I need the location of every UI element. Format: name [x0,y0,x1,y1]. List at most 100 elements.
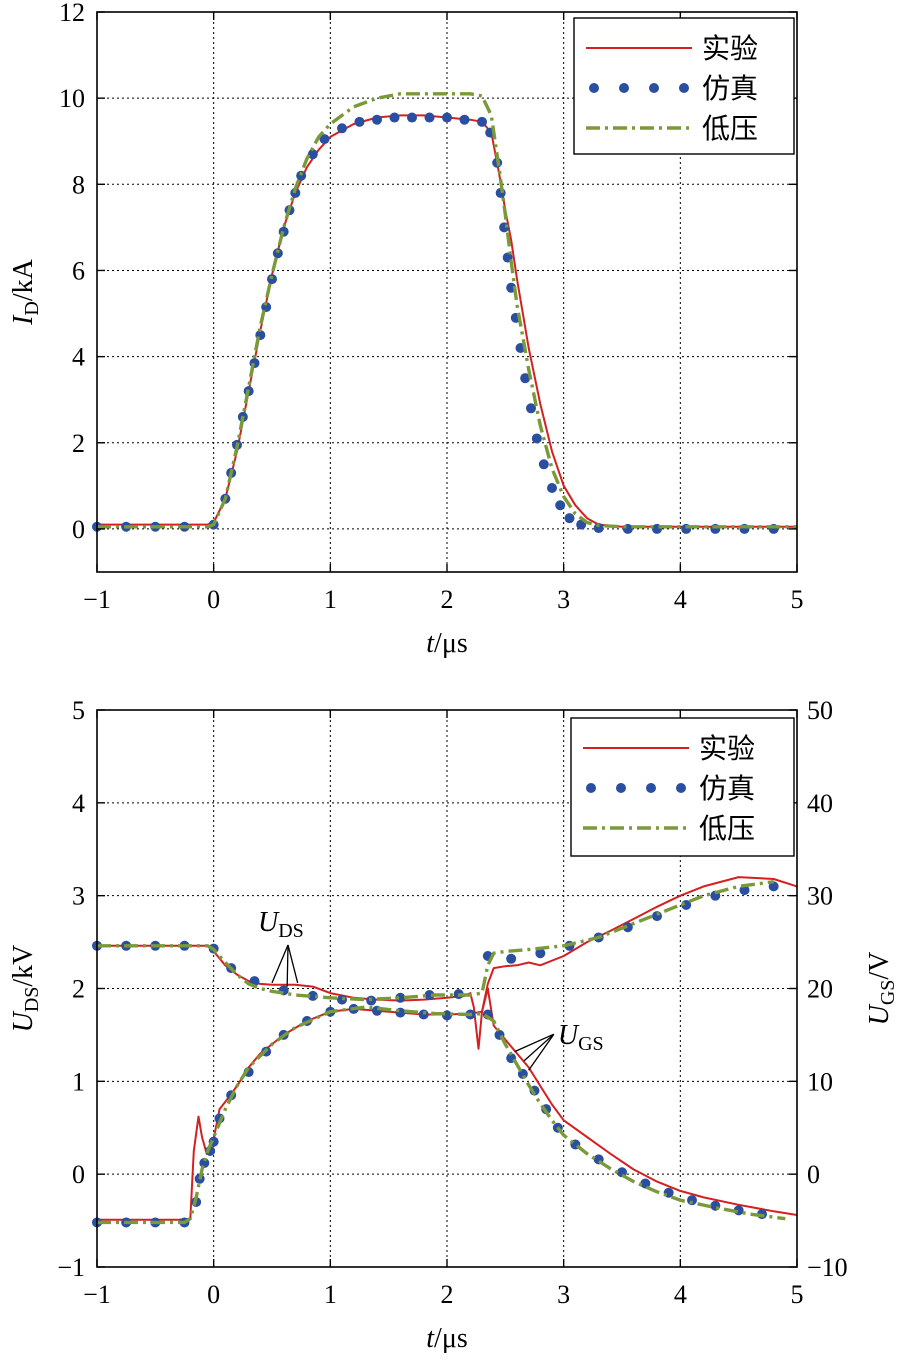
data-point [555,500,566,511]
data-point [307,149,318,160]
data-point [307,990,318,1001]
y-tick-label: −1 [57,1253,85,1282]
data-point [593,523,604,534]
annotation: UGS [514,1020,604,1071]
data-point [768,881,779,892]
series-0-line [97,876,798,1050]
x-tick-label: 0 [207,585,220,614]
x-axis-label: t/μs [426,628,467,659]
data-point [459,114,470,125]
x-tick-label: 1 [324,585,337,614]
data-point [296,170,307,181]
data-point [531,433,542,444]
y-tick-label: 0 [72,1160,85,1189]
y-axis-label-unit: /kA [8,258,39,301]
y-tick-label: 1 [72,1067,85,1096]
y2-axis-label: UGS/V [864,952,899,1026]
x-tick-label: 5 [791,585,804,614]
y2-tick-label: −10 [807,1253,848,1282]
legend-label: 实验 [699,732,755,765]
annotation-label: UDS [258,907,304,942]
annotation: UDS [258,907,304,987]
data-point [424,112,435,123]
data-point [538,459,549,470]
annotation-label: UGS [558,1020,604,1055]
y-tick-label: 2 [72,429,85,458]
series-5-line [97,1005,786,1225]
y-axis-label: UDS/kV [8,945,43,1033]
y2-tick-label: 10 [807,1067,833,1096]
annotation-var: U [558,1020,580,1051]
data-point [687,1195,697,1206]
data-point [442,112,452,123]
y-tick-label: 10 [59,84,85,113]
data-point [354,116,365,127]
series-group [92,876,798,1228]
y-tick-label: 5 [72,696,85,725]
y2-tick-label: 20 [807,975,833,1004]
data-point [337,994,347,1005]
legend-marker [616,783,626,793]
x-tick-label: −1 [83,585,111,614]
legend-marker [586,783,596,793]
annotation-arrow [514,1033,555,1053]
voltage-chart: −1 0 1 2 3 4 5−1012345−1001020304050t/μsUDS/kV… [8,696,899,1354]
legend-marker [646,783,656,793]
data-point [424,989,435,1000]
x-tick-label: −1 [83,1280,111,1309]
y-axis-label-var: I [8,314,39,326]
x-axis-label-unit: /μs [434,1323,468,1354]
y-tick-label: 6 [72,256,85,285]
data-point [622,922,633,933]
legend-marker [649,83,659,93]
y-tick-label: 12 [59,0,85,27]
data-point [395,992,406,1003]
legend-label: 仿真 [702,72,758,105]
data-point [547,483,557,493]
y-tick-label: 4 [72,789,85,818]
grid [97,12,797,572]
data-point [526,403,536,414]
x-tick-label: 2 [441,585,454,614]
y-axis-label-sub: D [21,301,43,315]
legend-marker [589,83,599,93]
y-axis-label-sub: DS [21,987,43,1013]
legend-label: 实验 [702,32,758,65]
y2-tick-label: 0 [807,1160,820,1189]
data-point [535,948,546,959]
x-axis-label-unit: /μs [434,628,468,659]
series-1-points [92,112,779,534]
data-point [520,373,531,384]
series-1-points [92,881,779,1006]
grid [97,710,797,1267]
x-tick-label: 1 [324,1280,337,1309]
data-point [407,112,417,123]
x-axis-label: t/μs [426,1323,467,1354]
x-tick-label: 0 [207,1280,220,1309]
y-axis-label-var: U [8,1010,39,1032]
data-point [564,513,575,524]
x-tick-label: 2 [441,1280,454,1309]
legend-marker [619,83,629,93]
annotation-var: U [258,907,280,938]
y2-axis-label-var: U [864,1003,895,1025]
y-axis-label: ID/kA [8,258,43,326]
series-2-line [97,880,774,1002]
data-point [477,116,487,127]
y2-tick-label: 40 [807,789,833,818]
legend-label: 低压 [699,812,755,845]
y2-axis-label-unit: /V [864,952,895,980]
annotation-sub: DS [278,920,304,942]
y2-axis-label-sub: GS [877,980,899,1006]
series-group [92,92,797,534]
y-tick-label: 2 [72,975,85,1004]
annotation-arrow [523,1033,555,1062]
y-tick-label: 0 [72,515,85,544]
legend-marker [679,83,689,93]
